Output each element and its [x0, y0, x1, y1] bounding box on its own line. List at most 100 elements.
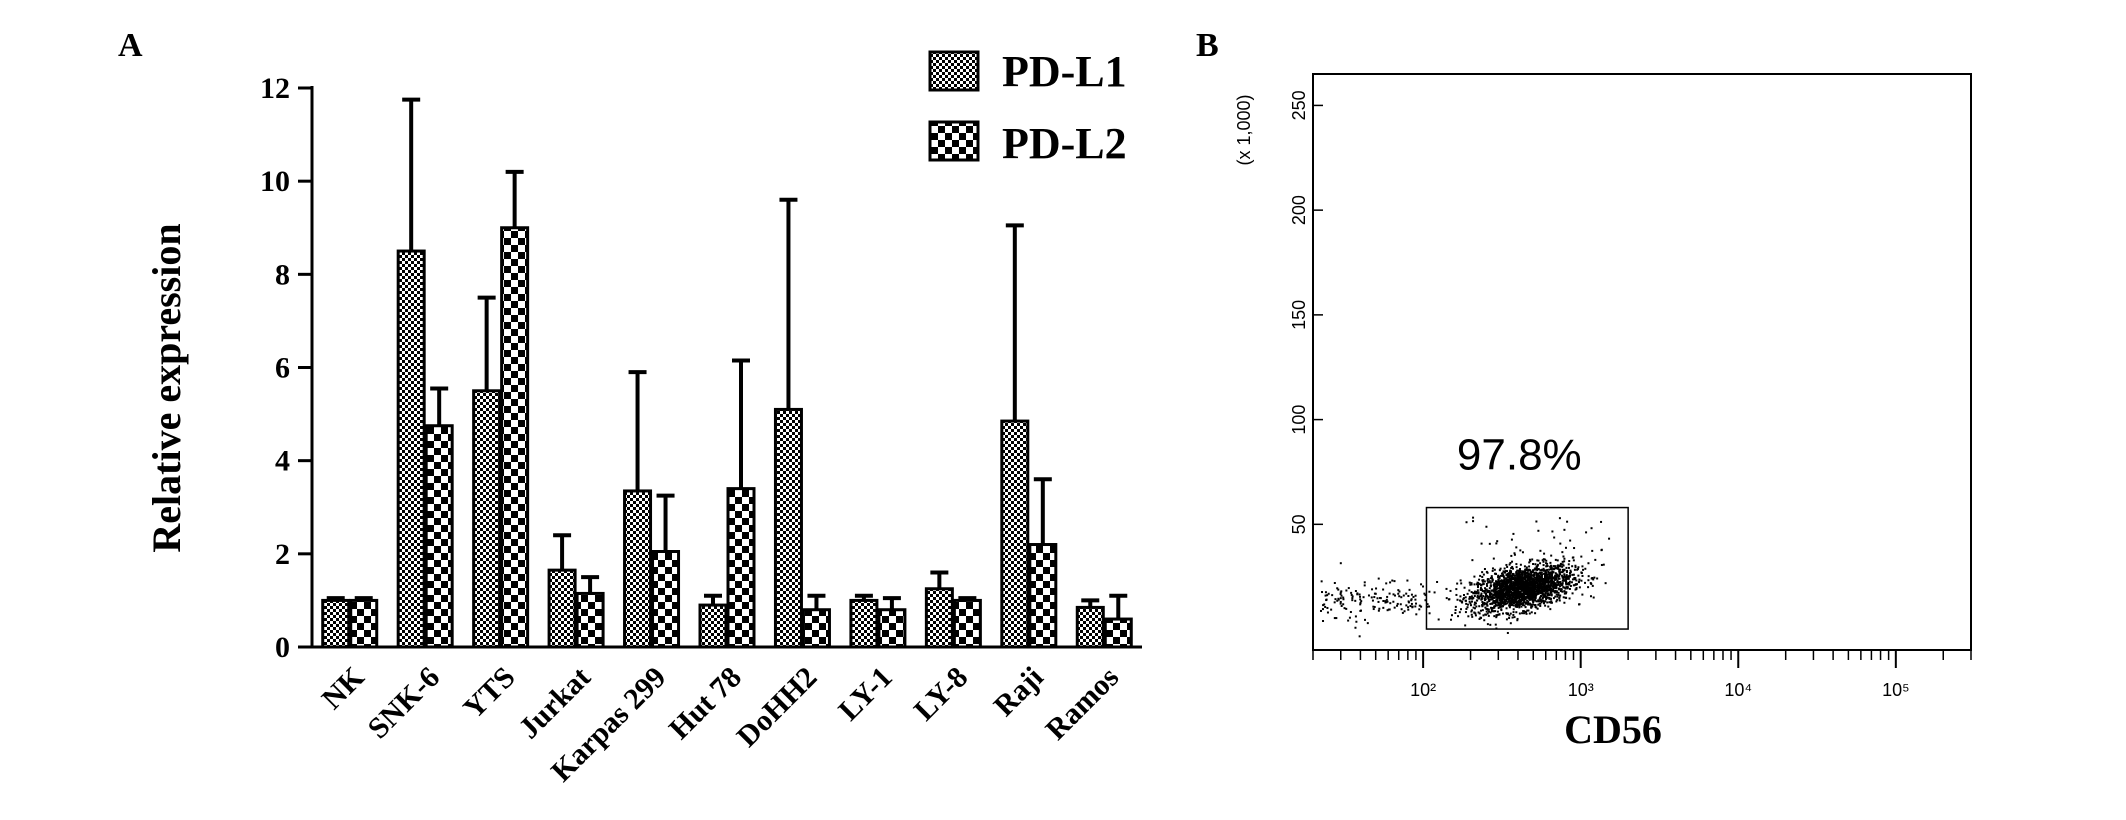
- event-dot: [1551, 530, 1554, 533]
- event-dot: [1554, 574, 1557, 577]
- event-dot: [1478, 583, 1481, 586]
- event-dot: [1486, 584, 1489, 587]
- event-dot: [1557, 587, 1560, 590]
- event-dot: [1494, 623, 1497, 626]
- event-dot: [1386, 609, 1389, 612]
- event-dot: [1426, 603, 1429, 606]
- event-dot: [1377, 609, 1380, 612]
- event-dot: [1581, 574, 1584, 577]
- event-dot: [1473, 603, 1476, 606]
- event-dot: [1533, 604, 1536, 607]
- event-dot: [1527, 591, 1530, 594]
- event-dot: [1555, 600, 1558, 603]
- event-dot: [1385, 601, 1388, 604]
- event-dot: [1516, 604, 1519, 607]
- event-dot: [1562, 555, 1565, 558]
- event-dot: [1593, 576, 1596, 579]
- event-dot: [1543, 583, 1546, 586]
- event-dot: [1608, 537, 1611, 540]
- event-dot: [1327, 592, 1330, 595]
- event-dot: [1402, 594, 1405, 597]
- event-dot: [1528, 565, 1531, 568]
- event-dot: [1529, 577, 1532, 580]
- event-dot: [1529, 571, 1532, 574]
- y-tick-label: 4: [275, 445, 290, 478]
- event-dot: [1531, 585, 1534, 588]
- event-dot: [1481, 609, 1484, 612]
- event-dot: [1549, 577, 1552, 580]
- event-dot: [1501, 574, 1504, 577]
- event-dot: [1504, 587, 1507, 590]
- x-tick-label: 10⁵: [1882, 680, 1909, 700]
- event-dot: [1389, 602, 1392, 605]
- event-dot: [1373, 605, 1376, 608]
- event-dot: [1512, 608, 1515, 611]
- event-dot: [1527, 609, 1530, 612]
- event-dot: [1362, 596, 1365, 599]
- event-dot: [1502, 570, 1505, 573]
- event-dot: [1511, 576, 1514, 579]
- event-dot: [1511, 560, 1514, 563]
- event-dot: [1507, 612, 1510, 615]
- event-dot: [1526, 599, 1529, 602]
- event-dot: [1527, 603, 1530, 606]
- event-dot: [1531, 591, 1534, 594]
- event-dot: [1522, 582, 1525, 585]
- event-dot: [1528, 593, 1531, 596]
- event-dot: [1499, 597, 1502, 600]
- event-dot: [1495, 595, 1498, 598]
- event-dot: [1494, 599, 1497, 602]
- event-dot: [1455, 588, 1458, 591]
- event-dot: [1549, 568, 1552, 571]
- event-dot: [1533, 589, 1536, 592]
- event-dot: [1513, 588, 1516, 591]
- event-dot: [1519, 570, 1522, 573]
- event-dot: [1533, 591, 1536, 594]
- event-dot: [1525, 566, 1528, 569]
- event-dot: [1536, 559, 1539, 562]
- event-dot: [1513, 552, 1516, 555]
- event-dot: [1565, 577, 1568, 580]
- event-dot: [1555, 578, 1558, 581]
- event-dot: [1545, 578, 1548, 581]
- event-dot: [1519, 549, 1522, 552]
- event-dot: [1527, 574, 1530, 577]
- event-dot: [1575, 587, 1578, 590]
- event-dot: [1428, 612, 1431, 615]
- event-dot: [1559, 565, 1562, 568]
- event-dot: [1539, 604, 1542, 607]
- event-dot: [1571, 565, 1574, 568]
- event-dot: [1557, 566, 1560, 569]
- event-dot: [1488, 581, 1491, 584]
- event-dot: [1547, 605, 1550, 608]
- event-dot: [1459, 599, 1462, 602]
- event-dot: [1543, 579, 1546, 582]
- event-dot: [1571, 556, 1574, 559]
- event-dot: [1552, 571, 1555, 574]
- event-dot: [1512, 611, 1515, 614]
- event-dot: [1504, 601, 1507, 604]
- event-dot: [1568, 597, 1571, 600]
- event-dot: [1566, 582, 1569, 585]
- event-dot: [1487, 614, 1490, 617]
- event-dot: [1521, 589, 1524, 592]
- event-dot: [1580, 555, 1583, 558]
- event-dot: [1515, 590, 1518, 593]
- event-dot: [1549, 597, 1552, 600]
- event-dot: [1540, 580, 1543, 583]
- event-dot: [1534, 578, 1537, 581]
- event-dot: [1411, 606, 1414, 609]
- event-dot: [1559, 568, 1562, 571]
- event-dot: [1525, 568, 1528, 571]
- event-dot: [1481, 596, 1484, 599]
- event-dot: [1562, 579, 1565, 582]
- event-dot: [1331, 594, 1334, 597]
- event-dot: [1536, 563, 1539, 566]
- scatter-y-ticks: 50 100 150 200 250: [1289, 90, 1323, 534]
- event-dot: [1548, 601, 1551, 604]
- event-dot: [1382, 606, 1385, 609]
- event-dot: [1564, 575, 1567, 578]
- event-dot: [1476, 581, 1479, 584]
- event-dot: [1537, 578, 1540, 581]
- event-dot: [1512, 532, 1515, 535]
